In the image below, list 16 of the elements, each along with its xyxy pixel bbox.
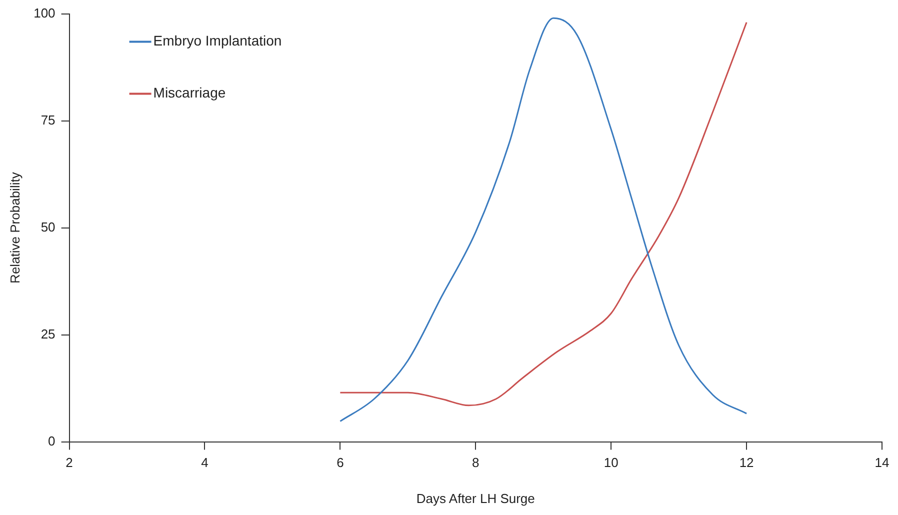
x-tick-label: 6 [336, 455, 344, 470]
y-tick-label: 100 [34, 5, 56, 20]
y-tick-label: 0 [48, 433, 56, 448]
y-axis-title: Relative Probability [7, 172, 22, 284]
legend-label: Embryo Implantation [153, 32, 282, 49]
y-tick-label: 25 [40, 326, 56, 342]
x-tick-label: 12 [739, 455, 754, 470]
x-tick-label: 2 [66, 455, 73, 470]
legend-label: Miscarriage [153, 84, 226, 101]
x-axis-title: Days After LH Surge [416, 490, 535, 506]
y-tick-label: 50 [40, 219, 56, 234]
x-tick-label: 14 [874, 455, 890, 470]
x-tick-label: 10 [604, 455, 618, 470]
x-tick-label: 4 [201, 455, 208, 470]
y-tick-label: 75 [40, 112, 56, 128]
x-tick-label: 8 [472, 455, 480, 470]
